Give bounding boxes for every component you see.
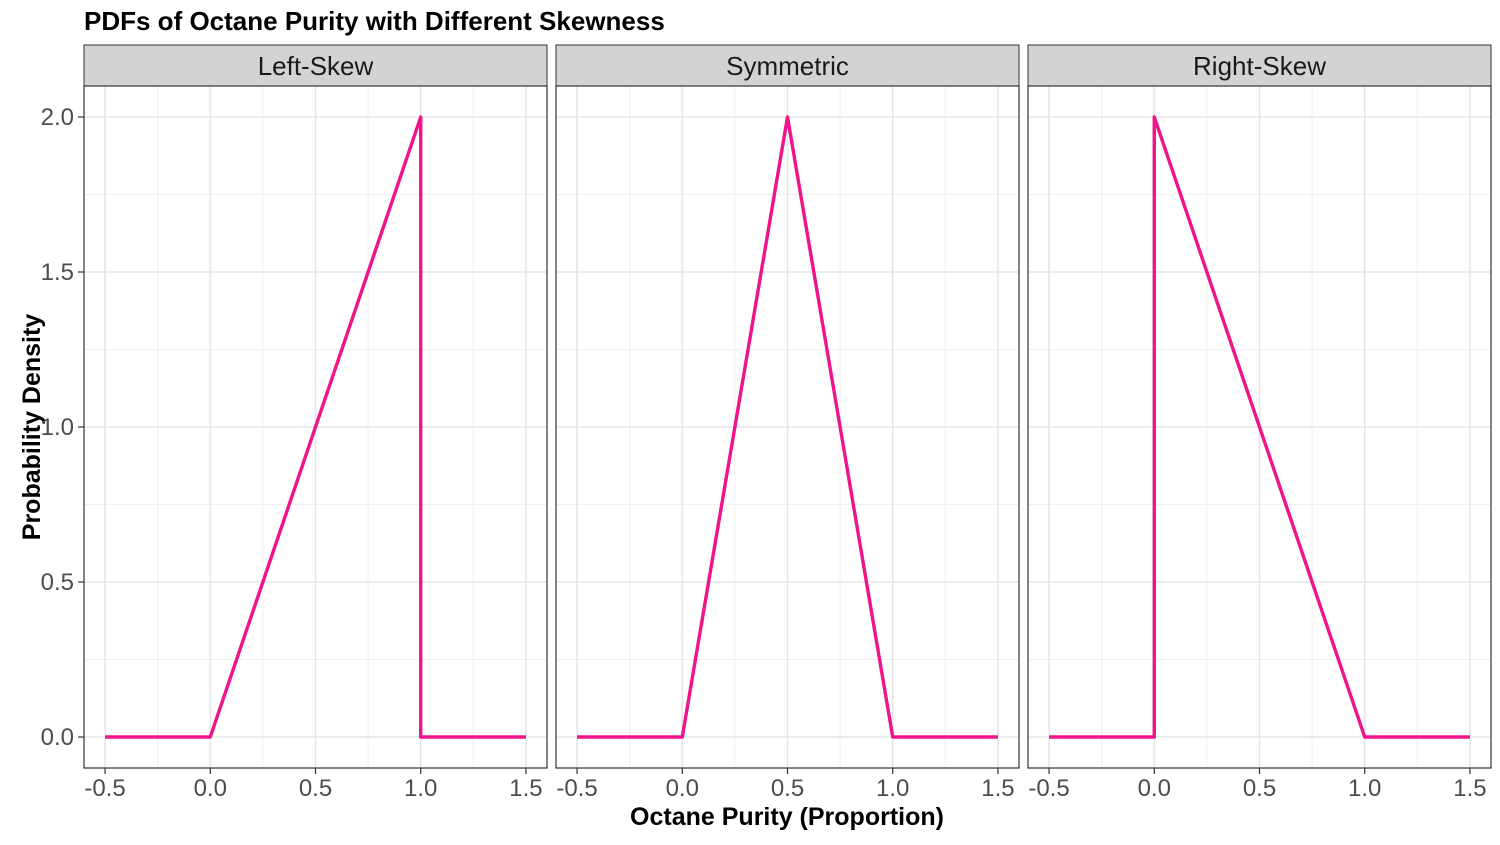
x-tick-label: -0.5	[556, 775, 597, 802]
x-tick-label: 1.0	[404, 775, 437, 802]
panel-right-skew: Right-Skew -0.5 0.0 0.5 1.0 1.5	[1027, 44, 1492, 802]
facet-strip	[83, 44, 548, 87]
y-tick-label: 1.0	[41, 414, 74, 441]
x-tick-label: 1.5	[981, 775, 1014, 802]
facet-strip-label: Left-Skew	[258, 51, 374, 81]
y-tick-label: 2.0	[41, 104, 74, 131]
facet-strip	[555, 44, 1020, 87]
x-tick-label: 0.5	[1243, 775, 1276, 802]
x-tick-label: 1.0	[1348, 775, 1381, 802]
pdf-line-right-skew	[1049, 115, 1470, 739]
x-tick-label: 1.5	[1453, 775, 1486, 802]
y-tick-label: 0.5	[41, 569, 74, 596]
x-tick-label: 1.5	[509, 775, 542, 802]
facet-strip-label: Right-Skew	[1193, 51, 1326, 81]
y-axis-label: Probability Density	[18, 314, 46, 541]
x-tick-label: 0.0	[1138, 775, 1171, 802]
facet-strip	[1027, 44, 1492, 87]
x-axis-label: Octane Purity (Proportion)	[630, 803, 944, 831]
pdf-line-left-skew	[105, 115, 526, 739]
y-tick-label: 0.0	[41, 724, 74, 751]
panel-left-skew: Left-Skew -0.5 0.0 0.5 1.0 1.5 0.0 0.5 1.0 1.5 2.0	[41, 44, 548, 802]
x-tick-label: 0.0	[666, 775, 699, 802]
pdf-line-symmetric	[577, 115, 998, 739]
x-tick-label: 0.5	[771, 775, 804, 802]
x-tick-label: -0.5	[84, 775, 125, 802]
x-tick-label: 0.5	[299, 775, 332, 802]
panels-layer: Left-Skew -0.5 0.0 0.5 1.0 1.5 0.0 0.5 1.0 1.5 2.0…	[41, 44, 1492, 802]
facet-strip-label: Symmetric	[726, 51, 849, 81]
panel-symmetric: Symmetric -0.5 0.0 0.5 1.0 1.5	[555, 44, 1020, 802]
y-tick-label: 1.5	[41, 259, 74, 286]
x-tick-label: 1.0	[876, 775, 909, 802]
chart-title: PDFs of Octane Purity with Different Ske…	[84, 6, 665, 36]
x-tick-label: -0.5	[1028, 775, 1069, 802]
x-tick-label: 0.0	[194, 775, 227, 802]
